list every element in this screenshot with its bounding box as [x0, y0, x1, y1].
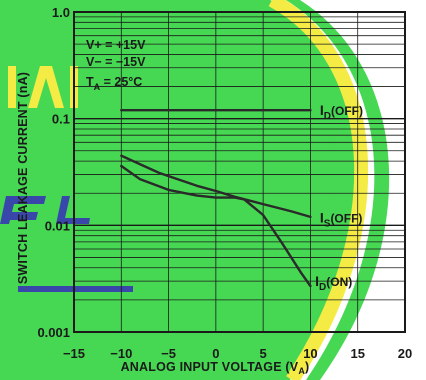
x-tick-label: 10: [303, 346, 317, 361]
conditions-box: V+ = +15V V− = −15V TA = 25°C: [86, 38, 146, 92]
x-axis-title-sub: A: [298, 366, 305, 376]
x-axis-title-close: ): [305, 360, 309, 374]
condition-vminus: V− = −15V: [86, 55, 146, 69]
condition-ta-rest: = 25°C: [100, 75, 142, 89]
watermark-yellow-arc: [268, 0, 369, 380]
series-line-id-on: [120, 164, 312, 288]
watermark: [0, 0, 390, 380]
x-tick-label: 5: [260, 346, 267, 361]
series-line-is-off: [120, 154, 312, 219]
y-tick-label: 1.0: [52, 5, 70, 20]
y-tick-label: 0.01: [45, 218, 70, 233]
series-label-id-off: ID(OFF): [320, 102, 363, 122]
chart-grid: [74, 12, 405, 332]
y-tick-labels: 1.0 0.1 0.01 0.001: [37, 5, 70, 340]
x-tick-label: 15: [350, 346, 364, 361]
series-label-is-off: IS(OFF): [320, 210, 363, 230]
x-axis-title: ANALOG INPUT VOLTAGE (VA): [121, 360, 310, 376]
series-labels: ID(OFF) IS(OFF) ID(ON): [315, 102, 363, 293]
x-tick-label: 0: [212, 346, 219, 361]
y-tick-label: 0.001: [37, 325, 70, 340]
plot-frame: [73, 11, 406, 333]
condition-vplus: V+ = +15V: [86, 38, 146, 52]
x-tick-labels: −15 −10 −5 0 5 10 15 20: [63, 346, 412, 361]
condition-ta-sub: A: [94, 82, 101, 92]
watermark-blue-bar: [18, 286, 133, 292]
series-lines: [120, 108, 312, 288]
condition-ta: TA = 25°C: [86, 75, 142, 92]
y-axis-title: SWITCH LEAKAGE CURRENT (nA): [16, 72, 30, 284]
x-tick-label: −5: [161, 346, 176, 361]
plot-border: [73, 11, 406, 333]
y-tick-label: 0.1: [52, 112, 70, 127]
x-tick-label: 20: [398, 346, 412, 361]
x-tick-label: −10: [110, 346, 132, 361]
series-label-id-on: ID(ON): [315, 273, 352, 293]
x-tick-label: −15: [63, 346, 85, 361]
watermark-green-edge: [286, 0, 390, 380]
